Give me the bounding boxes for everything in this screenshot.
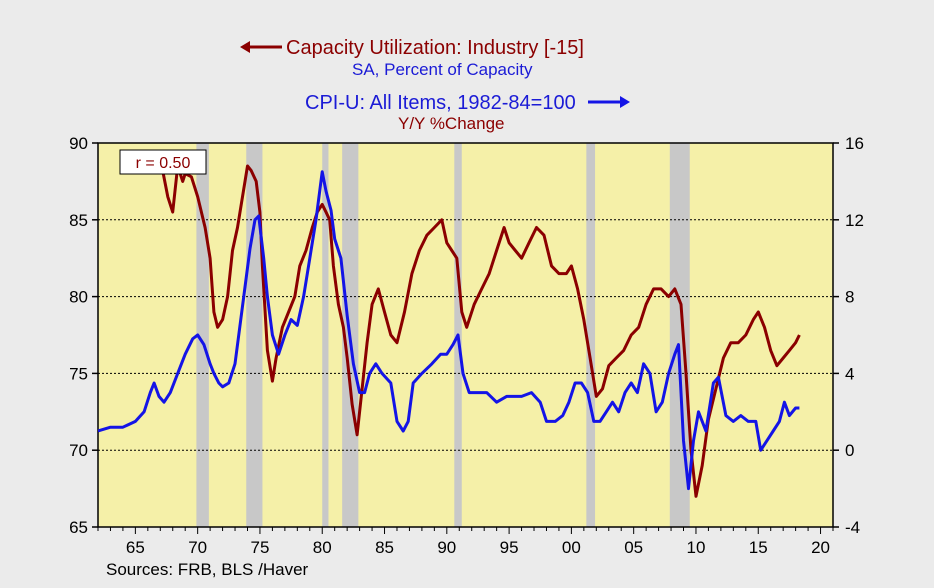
y-left-tick-label: 75 [69,364,88,383]
capacity-utilization-line [158,158,801,498]
x-tick-label: 85 [375,538,394,557]
capacity-title: Capacity Utilization: Industry [-15] [240,37,584,60]
y-left-tick-label: 70 [69,441,88,460]
cpi-line [98,170,800,491]
cpi-title: CPI-U: All Items, 1982-84=100 [305,92,630,115]
cpi-title-text: CPI-U: All Items, 1982-84=100 [305,92,576,114]
y-right-tick-label: 16 [845,134,864,153]
y-right-tick-label: -4 [845,518,860,537]
plot-area [98,143,833,527]
y-left-tick-label: 90 [69,134,88,153]
y-left-tick-label: 65 [69,518,88,537]
left-arrow-icon [240,37,282,60]
x-tick-label: 10 [687,538,706,557]
x-tick-label: 95 [500,538,519,557]
x-tick-label: 75 [250,538,269,557]
x-tick-label: 00 [562,538,581,557]
y-right-tick-label: 4 [845,364,854,383]
y-right-tick-label: 8 [845,288,854,307]
recession-band [669,143,690,527]
x-tick-label: 05 [624,538,643,557]
y-left-tick-label: 85 [69,211,88,230]
recession-band [322,143,329,527]
capacity-title-text: Capacity Utilization: Industry [-15] [286,37,584,59]
right-arrow-icon [587,92,630,115]
x-tick-label: 70 [188,538,207,557]
capacity-subtitle: SA, Percent of Capacity [352,60,533,79]
x-tick-label: 65 [126,538,145,557]
correlation-label: r = 0.50 [136,155,191,172]
cpi-subtitle: Y/Y %Change [398,114,505,133]
y-right-tick-label: 0 [845,441,854,460]
plot-frame [97,142,834,528]
x-tick-label: 20 [811,538,830,557]
source-note: Sources: FRB, BLS /Haver [106,560,309,579]
recession-band [586,143,596,527]
y-right-tick-label: 12 [845,211,864,230]
y-left-tick-label: 80 [69,288,88,307]
correlation-box [119,149,207,175]
x-tick-label: 90 [437,538,456,557]
x-tick-label: 80 [313,538,332,557]
x-tick-label: 15 [749,538,768,557]
